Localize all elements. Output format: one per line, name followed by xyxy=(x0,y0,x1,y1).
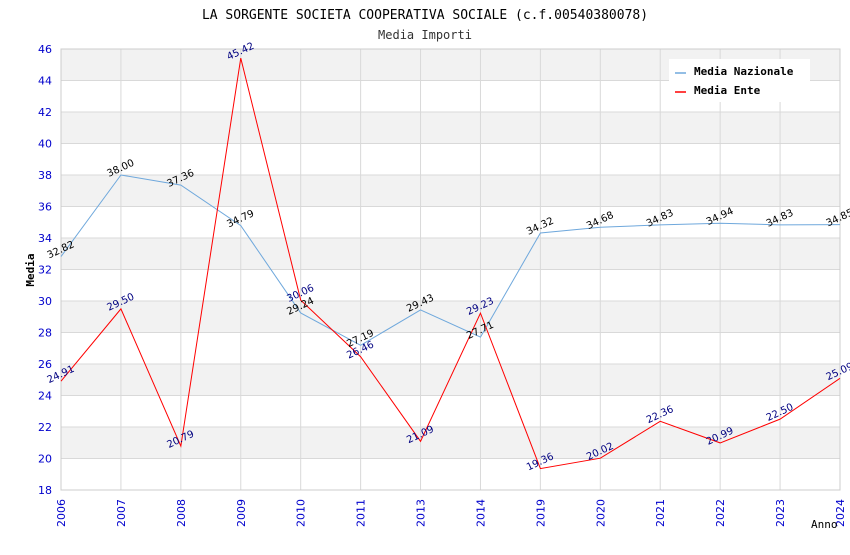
chart-title: LA SORGENTE SOCIETA COOPERATIVA SOCIALE … xyxy=(202,8,648,23)
gridlines xyxy=(60,48,841,491)
x-tick-label: 2022 xyxy=(714,499,727,527)
legend-box xyxy=(669,59,810,102)
y-tick-label: 22 xyxy=(38,421,52,434)
series-lines xyxy=(60,58,841,470)
y-tick-label: 46 xyxy=(38,43,52,56)
grid-band xyxy=(61,238,840,270)
x-tick-label: 2008 xyxy=(175,499,188,527)
y-tick-label: 24 xyxy=(38,390,52,403)
y-axis-ticks: 18 20 22 24 26 28 30 32 34 36 38 40 42 44 46 xyxy=(38,43,52,497)
grid-band xyxy=(61,206,840,238)
y-tick-label: 30 xyxy=(38,295,52,308)
y-tick-label: 42 xyxy=(38,106,52,119)
y-tick-label: 44 xyxy=(38,75,52,88)
plot-area-frame xyxy=(60,48,841,491)
grid-band xyxy=(61,301,840,333)
y-tick-label: 34 xyxy=(38,232,52,245)
x-tick-label: 2007 xyxy=(115,499,128,527)
grid-band xyxy=(61,364,840,396)
y-tick-label: 36 xyxy=(38,201,52,214)
legend-label-media-nazionale: Media Nazionale xyxy=(694,65,794,78)
x-tick-label: 2023 xyxy=(774,499,787,527)
grid-band xyxy=(61,427,840,459)
y-tick-label: 26 xyxy=(38,358,52,371)
x-tick-label: 2013 xyxy=(415,499,428,527)
grid-band xyxy=(61,269,840,301)
x-tick-label: 2019 xyxy=(534,499,547,527)
x-tick-label: 2020 xyxy=(594,499,607,527)
y-tick-label: 32 xyxy=(38,264,52,277)
chart-legend: Media Nazionale Media Ente xyxy=(669,59,810,102)
grid-band xyxy=(61,458,840,490)
media-ente-line xyxy=(60,58,841,470)
x-axis-ticks: 2006 2007 2008 2009 2010 2011 2013 2014 2019 2020… xyxy=(55,499,847,527)
x-tick-label: 2021 xyxy=(654,499,667,527)
background-bands xyxy=(61,49,840,490)
x-tick-label: 2010 xyxy=(295,499,308,527)
grid-band xyxy=(61,332,840,364)
y-tick-label: 18 xyxy=(38,484,52,497)
chart-subtitle: Media Importi xyxy=(378,28,472,42)
y-axis-label: Media xyxy=(24,253,37,286)
x-tick-label: 2014 xyxy=(474,499,487,527)
legend-label-media-ente: Media Ente xyxy=(694,84,761,97)
grid-band xyxy=(61,112,840,144)
y-tick-label: 38 xyxy=(38,169,52,182)
y-tick-label: 40 xyxy=(38,138,52,151)
y-tick-label: 20 xyxy=(38,453,52,466)
x-tick-label: 2009 xyxy=(235,499,248,527)
grid-band xyxy=(61,143,840,175)
y-tick-label: 28 xyxy=(38,327,52,340)
media-nazionale-line xyxy=(60,174,841,346)
grid-band xyxy=(61,395,840,427)
x-tick-label: 2024 xyxy=(834,499,847,527)
x-axis-label: Anno xyxy=(811,518,838,531)
grid-band xyxy=(61,175,840,207)
x-tick-label: 2006 xyxy=(55,499,68,527)
x-tick-label: 2011 xyxy=(355,499,368,527)
